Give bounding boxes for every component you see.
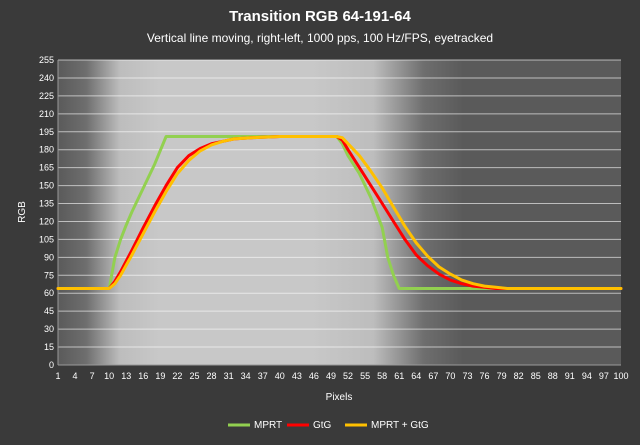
y-tick-label: 30 (44, 324, 54, 334)
x-tick-label: 79 (497, 371, 507, 381)
x-tick-label: 43 (292, 371, 302, 381)
x-tick-label: 58 (377, 371, 387, 381)
series-line-mprt (56, 135, 623, 290)
x-tick-label: 64 (411, 371, 421, 381)
series-lines (56, 135, 623, 290)
x-tick-label: 16 (138, 371, 148, 381)
y-tick-label: 15 (44, 342, 54, 352)
y-tick-label: 180 (39, 145, 54, 155)
x-tick-label: 82 (514, 371, 524, 381)
y-axis-ticks: 0 15 30 45 60 75 90 105 120 135 150 165 180 195 210 225… (39, 55, 54, 370)
x-tick-label: 49 (326, 371, 336, 381)
x-tick-label: 1 (55, 371, 60, 381)
y-tick-label: 210 (39, 109, 54, 119)
x-tick-label: 7 (90, 371, 95, 381)
y-tick-label: 255 (39, 55, 54, 65)
x-tick-label: 88 (548, 371, 558, 381)
x-axis-ticks: 1 4 7 10 13 16 19 22 25 28 31 34 37 40 43 46 49 52 55 58 61 6… (55, 371, 628, 381)
x-tick-label: 61 (394, 371, 404, 381)
x-tick-label: 46 (309, 371, 319, 381)
x-tick-label: 31 (224, 371, 234, 381)
y-tick-label: 150 (39, 181, 54, 191)
y-tick-label: 135 (39, 199, 54, 209)
x-tick-label: 100 (613, 371, 628, 381)
y-tick-label: 240 (39, 73, 54, 83)
y-tick-label: 90 (44, 252, 54, 262)
x-tick-label: 40 (275, 371, 285, 381)
chart-title: Transition RGB 64-191-64 (229, 8, 411, 25)
y-axis-title: RGB (17, 201, 28, 223)
grid (57, 59, 621, 366)
x-tick-label: 67 (428, 371, 438, 381)
x-tick-label: 73 (462, 371, 472, 381)
x-tick-label: 37 (258, 371, 268, 381)
y-tick-label: 75 (44, 270, 54, 280)
x-tick-label: 34 (241, 371, 251, 381)
x-tick-label: 76 (480, 371, 490, 381)
y-tick-label: 0 (49, 360, 54, 370)
x-tick-label: 94 (582, 371, 592, 381)
x-tick-label: 28 (207, 371, 217, 381)
x-tick-label: 52 (343, 371, 353, 381)
plot-area (58, 60, 621, 365)
x-tick-label: 97 (599, 371, 609, 381)
x-axis-title: Pixels (326, 392, 353, 403)
y-tick-label: 60 (44, 288, 54, 298)
y-tick-label: 195 (39, 127, 54, 137)
x-tick-label: 55 (360, 371, 370, 381)
legend-label-mprt-gtg: MPRT + GtG (371, 420, 429, 431)
legend-label-gtg: GtG (313, 420, 332, 431)
y-tick-label: 120 (39, 216, 54, 226)
chart-subtitle: Vertical line moving, right-left, 1000 p… (146, 31, 494, 45)
x-tick-label: 4 (73, 371, 78, 381)
x-tick-label: 19 (155, 371, 165, 381)
y-tick-label: 225 (39, 91, 54, 101)
y-tick-label: 45 (44, 306, 54, 316)
x-tick-label: 13 (121, 371, 131, 381)
x-tick-label: 91 (565, 371, 575, 381)
y-tick-label: 165 (39, 163, 54, 173)
x-tick-label: 85 (531, 371, 541, 381)
x-tick-label: 10 (104, 371, 114, 381)
legend: MPRT GtG MPRT + GtG (228, 420, 429, 431)
legend-label-mprt: MPRT (254, 420, 282, 431)
x-tick-label: 25 (189, 371, 199, 381)
series-line-mprt-gtg (56, 135, 623, 290)
y-tick-label: 105 (39, 234, 54, 244)
x-tick-label: 70 (445, 371, 455, 381)
x-tick-label: 22 (172, 371, 182, 381)
